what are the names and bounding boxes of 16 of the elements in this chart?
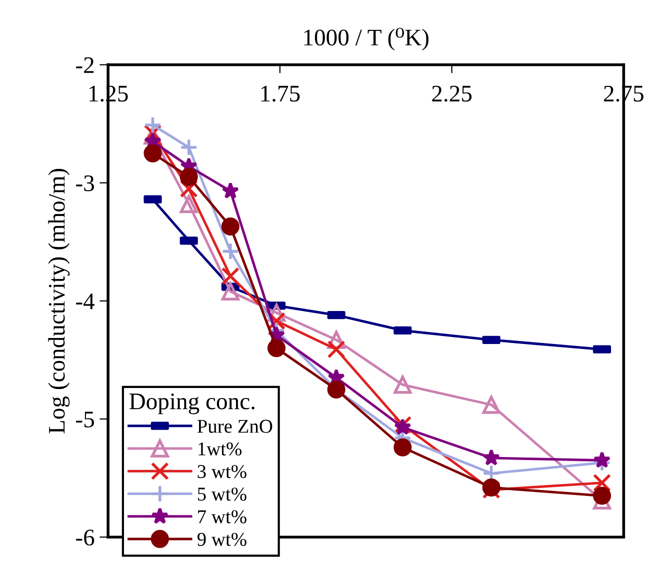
y-axis-title: Log (conductivity) (mho/m) [48,168,70,434]
y-tick-label: -3 [76,175,94,192]
x-tick-label: 2.25 [432,86,472,102]
y-tick-label: -6 [76,530,94,546]
legend-label: Pure ZnO [197,420,272,433]
legend-label: 7 wt% [198,510,246,524]
x-tick-label: 1.75 [261,86,300,102]
y-tick-label: -2 [76,57,94,73]
legend-title: Doping conc. [129,393,254,414]
legend-label: 1wt% [198,442,242,456]
legend-label: 5 wt% [198,488,246,501]
legend-label: 3 wt% [198,464,246,478]
y-tick-label: -5 [76,412,94,428]
x-axis-title: 1000 / T (⁰K) [304,28,428,50]
y-tick-label: -4 [76,294,95,310]
legend-label: 9 wt% [197,532,246,546]
